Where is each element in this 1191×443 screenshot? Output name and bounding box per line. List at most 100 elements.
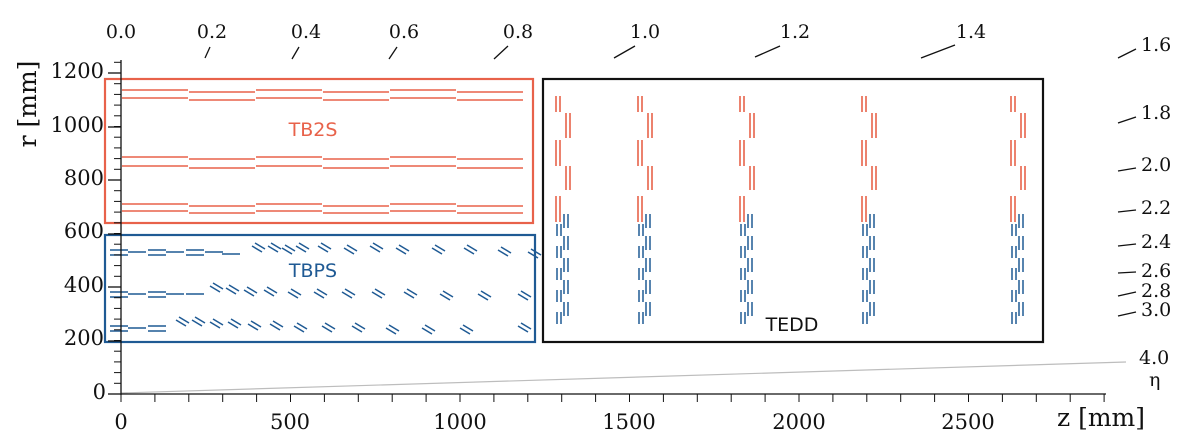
tbps-module: [463, 247, 475, 255]
eta-symbol: η: [1149, 369, 1160, 391]
tbps-module: [434, 244, 446, 252]
x-tick-label: 2000: [772, 410, 825, 434]
eta-right-label: 2.2: [1141, 197, 1171, 219]
tbps-module: [243, 289, 255, 297]
tbps-module: [527, 251, 539, 259]
eta-right-label: 2.0: [1141, 154, 1171, 176]
tbps-module: [212, 318, 224, 326]
tb2s-label: TB2S: [288, 119, 338, 141]
tbps-module: [421, 327, 433, 335]
tbps-module: [477, 293, 489, 301]
tbps-module: [266, 286, 278, 294]
eta-right-label: 3.0: [1141, 299, 1171, 321]
tbps-module: [178, 316, 190, 324]
eta-top-label: 1.4: [956, 21, 986, 43]
eta-top-label: 1.2: [780, 21, 810, 43]
x-tick-label: 1500: [602, 410, 655, 434]
tbps-module: [250, 320, 262, 328]
y-tick-label: 1200: [51, 59, 104, 83]
tbps-module: [230, 318, 242, 326]
eta-right-label: 2.4: [1141, 231, 1171, 253]
tbps-label: TBPS: [288, 260, 337, 282]
tbps-module: [406, 288, 418, 296]
tbps-module: [343, 247, 355, 255]
tbps-module: [317, 245, 329, 253]
tedd-label: TEDD: [765, 314, 819, 336]
tbps-module: [371, 291, 383, 299]
tbps-module: [374, 288, 386, 296]
tbps-module: [212, 282, 224, 290]
x-tick-label: 500: [270, 410, 310, 434]
tbps-module: [316, 288, 328, 296]
y-tick-label: 1000: [51, 113, 104, 137]
tbps-module: [462, 324, 474, 332]
tbps-module: [209, 321, 221, 329]
tbps-module: [517, 293, 529, 301]
tbps-module: [497, 249, 509, 257]
tbps-module: [398, 244, 410, 252]
tbps-module: [500, 246, 512, 254]
tbps-module: [281, 247, 293, 255]
tbps-module: [480, 290, 492, 298]
tbps-module: [284, 244, 296, 252]
tbps-module: [395, 247, 407, 255]
tbps-module: [344, 288, 356, 296]
eta-right-label: 4.0: [1139, 347, 1169, 369]
eta-right-ticks: [1117, 48, 1137, 317]
x-tick-label: 0: [114, 410, 127, 434]
tbps-module: [287, 291, 299, 299]
tbps-module: [442, 290, 454, 298]
y-tick-label: 0: [93, 380, 106, 404]
tbps-module: [431, 247, 443, 255]
tbps-module: [225, 287, 237, 295]
tbps-module: [251, 245, 263, 253]
tbps-module: [520, 322, 532, 330]
tbps-module: [354, 322, 366, 330]
tedd-region-box: [541, 77, 1045, 344]
tedd-modules: [555, 96, 1026, 324]
tbps-module: [293, 325, 305, 333]
eta-top-ticks: [204, 44, 956, 60]
tbps-module: [228, 284, 240, 292]
tbps-module: [351, 325, 363, 333]
tbps-module: [321, 325, 333, 333]
tbps-module: [194, 316, 206, 324]
tbps-module: [313, 291, 325, 299]
eta-right-label: 2.6: [1141, 260, 1171, 282]
tbps-module: [246, 286, 258, 294]
tbps-module: [530, 248, 542, 256]
tbps-module: [270, 242, 282, 250]
tbps-module: [320, 242, 332, 250]
x-tick-label: 1000: [433, 410, 486, 434]
tbps-module: [369, 245, 381, 253]
eta-top-label: 0.2: [197, 21, 227, 43]
tbps-module: [272, 320, 284, 328]
eta-top-label: 0.6: [389, 21, 419, 43]
tbps-module: [372, 242, 384, 250]
x-tick-label: 2500: [941, 410, 994, 434]
y-tick-label: 600: [64, 219, 104, 243]
eta-right-label: 2.8: [1141, 280, 1171, 302]
axes: [114, 60, 1106, 402]
tbps-module: [520, 290, 532, 298]
tbps-module: [254, 242, 266, 250]
tbps-module: [290, 288, 302, 296]
tbps-module: [424, 324, 436, 332]
y-minor-ticks: [114, 61, 121, 395]
eta-right-label: 1.6: [1141, 34, 1171, 56]
tbps-module: [341, 291, 353, 299]
y-tick-label: 400: [64, 273, 104, 297]
tbps-module: [296, 322, 308, 330]
tbps-module: [439, 293, 451, 301]
eta-top-label: 0.0: [106, 21, 136, 43]
eta-right-label: 1.8: [1141, 102, 1171, 124]
tb2s-modules: [122, 89, 523, 214]
tbps-module: [263, 289, 275, 297]
tbps-module: [517, 325, 529, 333]
x-axis-label: z [mm]: [1057, 403, 1145, 432]
tbps-region-box: [103, 233, 537, 344]
y-axis-label: r [mm]: [13, 61, 42, 148]
eta-4-line: [120, 361, 1127, 394]
tbps-module: [385, 327, 397, 335]
